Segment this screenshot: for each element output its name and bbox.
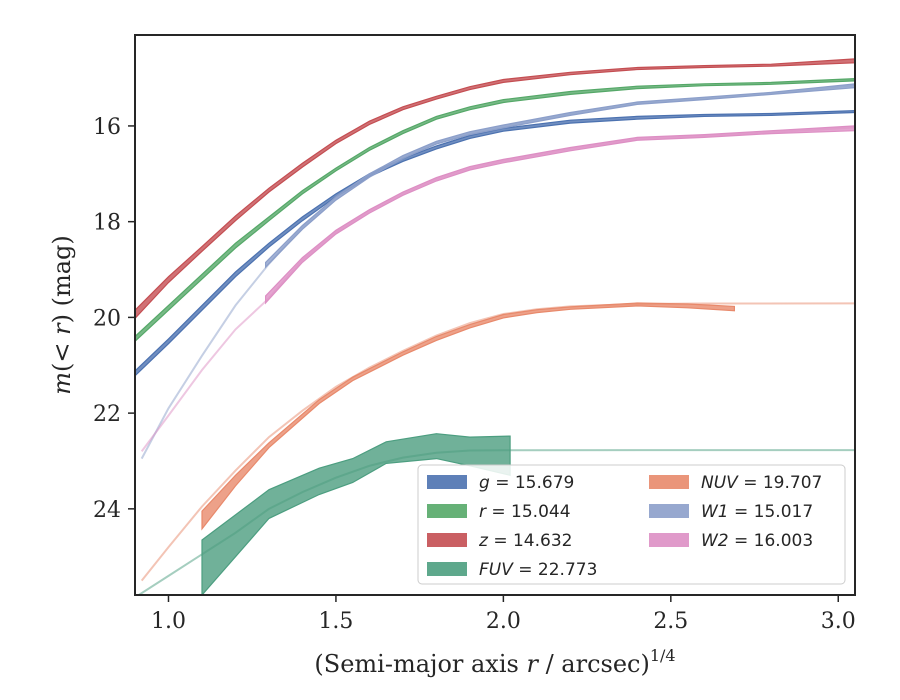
series-line-fuv [136,449,855,595]
y-tick-label: 24 [93,498,121,523]
legend-label-z: z = 14.632 [478,531,572,551]
legend: g = 15.679 r = 15.044 z = 14.632 FUV = 22.7… [417,464,846,585]
y-tick-label: 22 [93,402,121,427]
series-lines [136,84,855,595]
x-axis-title: (Semi-major axis r / arcsec)1/4 [314,646,675,678]
y-tick-label: 16 [93,115,121,140]
x-tick-label: 2.5 [653,609,688,634]
y-axis-title: m(< r) (mag) [48,235,76,395]
y-axis: 16 18 20 22 24 [93,115,135,523]
legend-label-r: r = 15.044 [479,502,571,522]
x-axis-title-exponent: 1/4 [650,646,676,665]
legend-swatch-z [427,533,467,547]
legend-swatch-nuv [649,475,689,489]
legend-swatch-r [427,504,467,518]
legend-label-g: g = 15.679 [479,473,574,493]
series-band-g [135,109,855,377]
legend-label-nuv: NUV = 19.707 [701,473,822,493]
legend-label-w1: W1 = 15.017 [701,502,813,522]
legend-swatch-w2 [649,533,689,547]
x-tick-label: 1.0 [151,609,186,634]
series-line-nuv [140,302,855,582]
legend-label-fuv: FUV = 22.773 [479,560,597,580]
y-tick-label: 18 [93,211,121,236]
series-band-r [135,77,855,343]
x-tick-label: 3.0 [821,609,856,634]
legend-swatch-g [427,475,467,489]
series-line-w2 [140,126,855,452]
legend-swatch-fuv [427,562,467,576]
legend-frame [417,464,846,585]
legend-label-w2: W2 = 16.003 [701,531,813,551]
y-tick-label: 20 [93,306,121,331]
legend-swatch-w1 [649,504,689,518]
series-line-w1 [140,84,855,460]
series-band-w1 [265,83,855,269]
x-axis: 1.0 1.5 2.0 2.5 3.0 [151,595,856,634]
series-band-w2 [265,125,855,305]
plot-frame [134,34,856,596]
x-tick-label: 2.0 [486,609,521,634]
series-band-z [135,58,855,320]
x-tick-label: 1.5 [318,609,353,634]
